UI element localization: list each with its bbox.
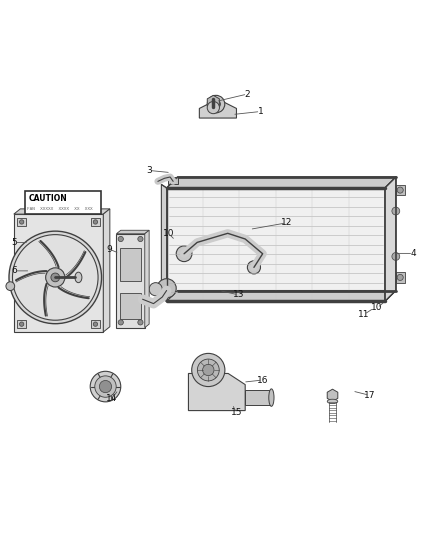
Text: FAN  XXXXX  XXXX  XX  XXX: FAN XXXXX XXXX XX XXX	[27, 207, 93, 212]
Circle shape	[247, 261, 261, 274]
Circle shape	[157, 279, 176, 298]
Circle shape	[19, 322, 24, 326]
Bar	[17, 217, 26, 227]
Ellipse shape	[269, 389, 274, 406]
Polygon shape	[166, 188, 385, 302]
Polygon shape	[14, 209, 110, 214]
Polygon shape	[14, 214, 103, 332]
Circle shape	[207, 101, 219, 114]
Circle shape	[397, 274, 403, 280]
Bar	[120, 248, 141, 281]
Circle shape	[90, 372, 121, 402]
Circle shape	[95, 376, 116, 397]
Circle shape	[6, 282, 14, 290]
Polygon shape	[207, 95, 219, 109]
Circle shape	[198, 359, 219, 381]
Circle shape	[9, 231, 102, 324]
Circle shape	[176, 246, 192, 262]
Polygon shape	[199, 102, 237, 118]
Text: 6: 6	[11, 266, 17, 276]
Bar	[91, 217, 100, 227]
Circle shape	[397, 187, 403, 193]
Polygon shape	[396, 185, 405, 195]
Text: 10: 10	[371, 303, 383, 312]
Polygon shape	[188, 374, 245, 410]
Text: 2: 2	[244, 90, 250, 99]
Circle shape	[392, 253, 400, 261]
Text: 9: 9	[106, 245, 112, 254]
Polygon shape	[327, 389, 338, 401]
Circle shape	[51, 273, 60, 282]
Text: 16: 16	[257, 376, 268, 384]
Ellipse shape	[327, 399, 338, 403]
Text: CAUTION: CAUTION	[28, 194, 67, 203]
Polygon shape	[396, 272, 405, 282]
Circle shape	[93, 322, 98, 326]
Text: 12: 12	[281, 219, 292, 228]
Circle shape	[212, 100, 220, 108]
Text: 11: 11	[358, 310, 370, 319]
Text: 4: 4	[410, 249, 416, 258]
Bar	[25, 191, 101, 214]
Bar	[91, 320, 100, 328]
Polygon shape	[166, 177, 396, 188]
Polygon shape	[161, 184, 166, 302]
Circle shape	[207, 95, 225, 113]
Circle shape	[138, 236, 143, 241]
Polygon shape	[166, 290, 396, 302]
Ellipse shape	[75, 272, 82, 282]
Circle shape	[138, 320, 143, 325]
Text: 5: 5	[11, 238, 17, 247]
Polygon shape	[385, 177, 396, 302]
Circle shape	[392, 207, 400, 215]
Bar	[168, 176, 178, 183]
Text: 15: 15	[231, 408, 242, 417]
Circle shape	[99, 381, 112, 393]
Circle shape	[118, 320, 124, 325]
Circle shape	[149, 282, 162, 296]
Text: 3: 3	[146, 166, 152, 175]
Text: 1: 1	[258, 107, 263, 116]
Circle shape	[118, 236, 124, 241]
Circle shape	[46, 268, 65, 287]
Circle shape	[93, 220, 98, 224]
Circle shape	[19, 220, 24, 224]
Bar	[17, 320, 26, 328]
Polygon shape	[103, 209, 110, 332]
Text: 10: 10	[163, 229, 174, 238]
Text: 13: 13	[233, 290, 244, 300]
Bar	[120, 293, 141, 319]
Text: 14: 14	[106, 394, 118, 403]
Polygon shape	[117, 230, 149, 234]
Circle shape	[12, 235, 98, 320]
Circle shape	[192, 353, 225, 386]
Circle shape	[203, 364, 214, 376]
Polygon shape	[245, 390, 272, 405]
Polygon shape	[145, 230, 149, 328]
Text: 17: 17	[364, 391, 375, 400]
Polygon shape	[117, 234, 145, 328]
